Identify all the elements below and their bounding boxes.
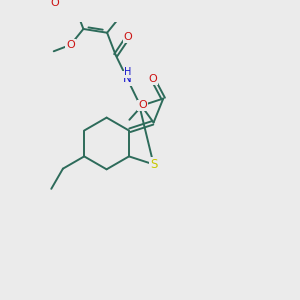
Text: O: O: [138, 100, 147, 110]
Text: S: S: [150, 158, 157, 171]
Text: O: O: [50, 0, 59, 8]
Text: N: N: [123, 72, 131, 85]
Text: O: O: [148, 74, 157, 84]
Text: O: O: [66, 40, 75, 50]
Text: O: O: [124, 32, 132, 42]
Text: H: H: [124, 67, 132, 77]
